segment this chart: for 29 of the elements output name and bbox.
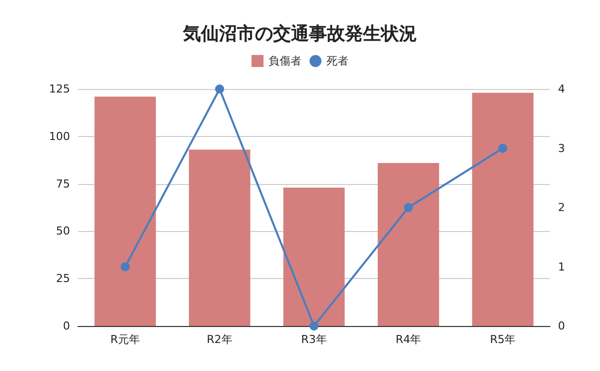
legend-label: 負傷者 [268,54,302,68]
y2-tick-label: 2 [558,201,565,214]
y-tick-label: 50 [56,224,70,238]
x-tick-label: R2年 [206,333,232,346]
bar [472,92,534,326]
x-tick-label: R5年 [490,333,516,346]
y-tick-label: 100 [49,130,70,143]
point [120,262,130,272]
y2-tick-label: 3 [558,142,565,155]
chart-title: 気仙沼市の交通事故発生状況 [182,24,417,44]
y2-tick-label: 4 [558,82,565,96]
x-tick-label: R3年 [301,333,327,346]
y2-tick-label: 1 [558,260,565,274]
x-tick-label: R4年 [396,333,422,346]
point [310,322,318,330]
bar [283,188,345,326]
y-tick-label: 0 [63,320,70,332]
y-tick-label: 25 [56,272,70,286]
y2-tick-label: 0 [558,320,565,332]
y-tick-label: 75 [56,177,70,190]
legend-label: 死者 [326,54,348,68]
y-tick-label: 125 [49,82,70,96]
point [404,203,413,212]
bar [94,96,156,326]
point [215,84,224,94]
bar [378,162,440,326]
point [498,144,508,153]
bar [188,150,250,326]
x-tick-label: R元年 [110,333,140,346]
